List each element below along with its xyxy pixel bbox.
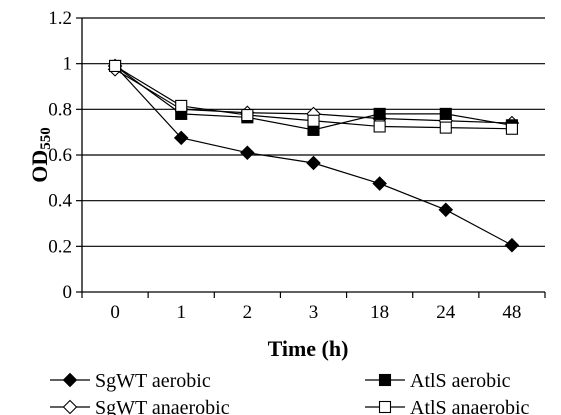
data-point xyxy=(109,59,122,73)
data-point xyxy=(307,114,320,127)
series-markers xyxy=(107,58,520,253)
y-tick-label: 0.6 xyxy=(48,145,72,166)
data-point xyxy=(439,107,452,120)
data-point xyxy=(173,130,189,146)
y-axis-label-subscript: 550 xyxy=(38,127,54,150)
x-tick-labels: 0 1 2 3 18 24 48 xyxy=(110,302,521,323)
legend-marker xyxy=(378,400,392,414)
y-axis-label-main: OD xyxy=(27,150,52,183)
y-tick-label: 0.8 xyxy=(48,99,72,120)
x-tick-label: 48 xyxy=(502,302,521,323)
legend-label: SgWT aerobic xyxy=(95,370,211,392)
legend-marker xyxy=(62,372,78,388)
legend-item: AtlS anaerobic xyxy=(365,397,530,415)
legend: SgWT aerobic SgWT anaerobic AtlS aerobic At… xyxy=(50,370,530,415)
data-point xyxy=(306,155,321,171)
legend-item: SgWT aerobic xyxy=(50,370,211,392)
legend-marker xyxy=(62,399,78,415)
y-tick-label: 0 xyxy=(63,282,73,303)
data-point xyxy=(439,121,452,134)
axes xyxy=(76,17,546,298)
y-tick-label: 1.2 xyxy=(48,8,72,29)
data-point xyxy=(175,99,188,112)
data-point xyxy=(373,120,386,133)
data-point xyxy=(438,202,454,218)
data-point xyxy=(373,107,386,120)
y-axis-label: OD550 xyxy=(27,127,54,183)
x-tick-label: 0 xyxy=(110,302,120,323)
legend-label: AtlS anaerobic xyxy=(410,397,530,415)
x-tick-label: 24 xyxy=(436,302,456,323)
data-point xyxy=(372,176,387,191)
data-point xyxy=(240,145,255,160)
data-point xyxy=(505,122,518,135)
legend-marker xyxy=(378,373,392,387)
x-tick-label: 1 xyxy=(176,302,186,323)
y-tick-label: 0.4 xyxy=(48,191,72,212)
gridlines xyxy=(82,17,545,247)
legend-label: AtlS aerobic xyxy=(410,370,511,392)
x-tick-label: 3 xyxy=(309,302,319,323)
legend-label: SgWT anaerobic xyxy=(95,397,230,415)
y-tick-label: 0.2 xyxy=(48,236,72,257)
y-tick-labels: 0 0.2 0.4 0.6 0.8 1 1.2 xyxy=(48,8,72,303)
legend-item: AtlS aerobic xyxy=(365,370,511,392)
data-point xyxy=(241,108,254,122)
data-point xyxy=(504,237,520,253)
y-tick-label: 1 xyxy=(63,54,73,75)
legend-item: SgWT anaerobic xyxy=(50,397,230,415)
x-tick-label: 2 xyxy=(243,302,253,323)
x-tick-label: 18 xyxy=(370,302,389,323)
x-axis-label: Time (h) xyxy=(268,336,349,361)
